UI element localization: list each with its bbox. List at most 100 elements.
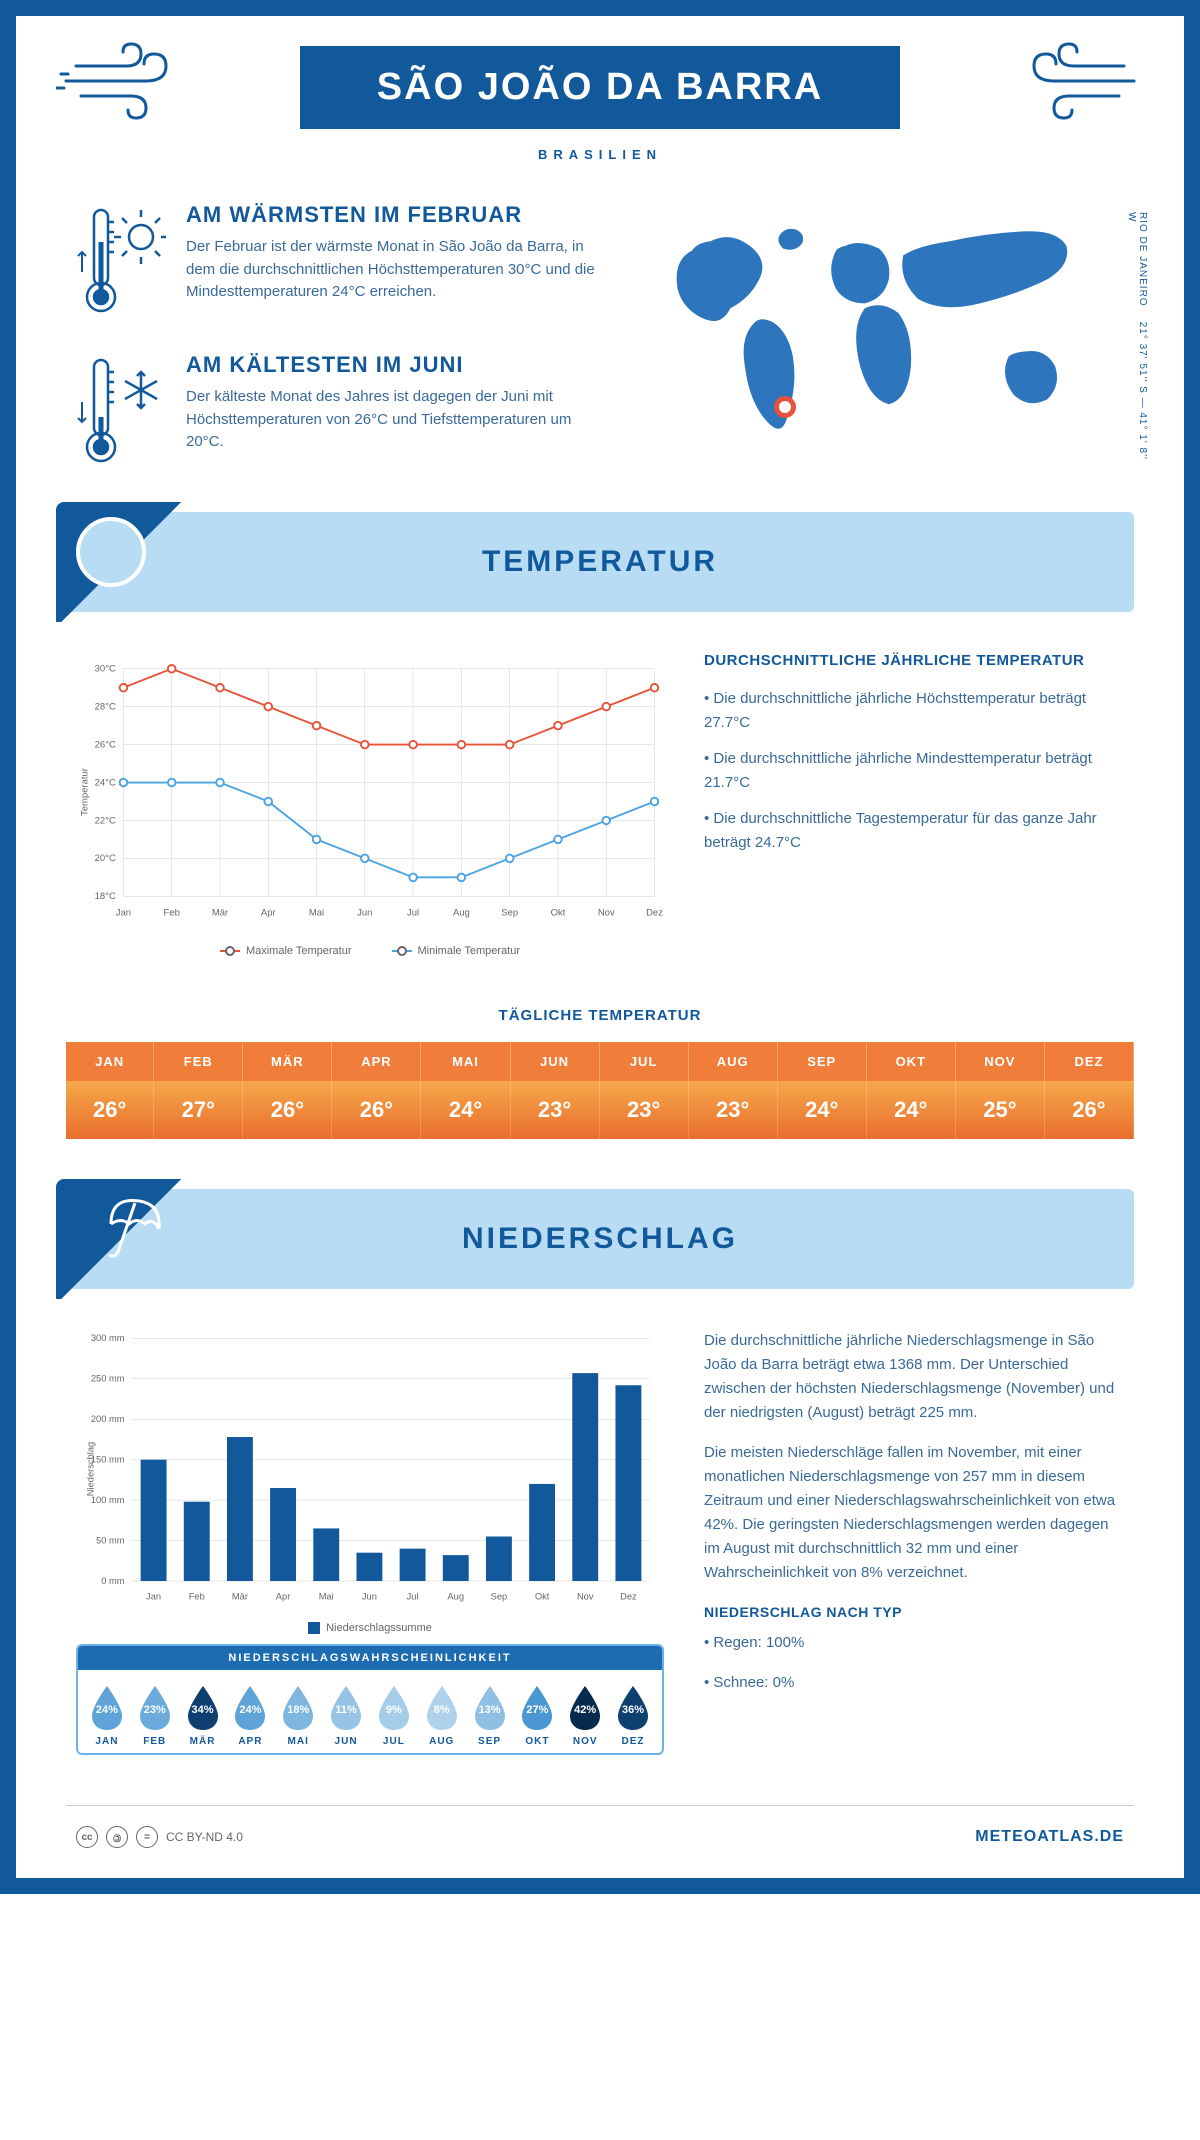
prob-cell: 24% APR [227,1684,273,1747]
raindrop-icon: 34% [184,1684,222,1732]
avg-temp-title: DURCHSCHNITTLICHE JÄHRLICHE TEMPERATUR [704,652,1124,669]
daily-value: 24° [421,1081,510,1139]
svg-text:0 mm: 0 mm [101,1576,125,1586]
prob-cell: 36% DEZ [610,1684,656,1747]
coldest-title: AM KÄLTESTEN IM JUNI [186,352,604,378]
precip-p1: Die durchschnittliche jährliche Niedersc… [704,1329,1124,1425]
raindrop-icon: 11% [327,1684,365,1732]
precip-type-title: NIEDERSCHLAG NACH TYP [704,1601,1124,1623]
avg-min: • Die durchschnittliche jährliche Mindes… [704,747,1124,795]
footer: cc 🄯 = CC BY-ND 4.0 METEOATLAS.DE [66,1805,1134,1878]
prob-cell: 42% NOV [562,1684,608,1747]
license: cc 🄯 = CC BY-ND 4.0 [76,1826,243,1848]
svg-text:Mär: Mär [232,1592,248,1602]
probability-title: NIEDERSCHLAGSWAHRSCHEINLICHKEIT [78,1646,662,1670]
raindrop-icon: 42% [566,1684,604,1732]
daily-month: AUG [688,1042,777,1081]
precip-rain: • Regen: 100% [704,1631,1124,1655]
probability-box: NIEDERSCHLAGSWAHRSCHEINLICHKEIT 24% JAN … [76,1644,664,1755]
svg-text:Mai: Mai [309,907,324,918]
prob-cell: 27% OKT [514,1684,560,1747]
daily-value: 27° [154,1081,243,1139]
precip-p2: Die meisten Niederschläge fallen im Nove… [704,1441,1124,1585]
precipitation-banner: NIEDERSCHLAG [66,1189,1134,1289]
temperature-title: TEMPERATUR [482,545,718,579]
svg-text:Sep: Sep [501,907,518,918]
svg-text:26°C: 26°C [95,739,116,750]
precip-legend: Niederschlagssumme [76,1622,664,1634]
temperature-summary: DURCHSCHNITTLICHE JÄHRLICHE TEMPERATUR •… [704,652,1124,957]
temp-legend: Maximale Temperatur Minimale Temperatur [76,945,664,957]
svg-text:Niederschlag: Niederschlag [86,1442,96,1496]
svg-text:Feb: Feb [164,907,180,918]
svg-text:24°C: 24°C [95,777,116,788]
precipitation-summary: Die durchschnittliche jährliche Niedersc… [704,1329,1124,1755]
raindrop-icon: 36% [614,1684,652,1732]
raindrop-icon: 24% [88,1684,126,1732]
svg-text:Apr: Apr [276,1592,291,1602]
coldest-text: Der kälteste Monat des Jahres ist dagege… [186,386,604,454]
intro-section: AM WÄRMSTEN IM FEBRUAR Der Februar ist d… [16,192,1184,512]
warmest-block: AM WÄRMSTEN IM FEBRUAR Der Februar ist d… [76,202,604,322]
svg-text:Dez: Dez [620,1592,637,1602]
prob-cell: 34% MÄR [180,1684,226,1747]
title-banner: SÃO JOÃO DA BARRA [300,46,900,129]
svg-text:Sep: Sep [491,1592,508,1602]
raindrop-icon: 27% [518,1684,556,1732]
raindrop-icon: 13% [471,1684,509,1732]
sun-icon [56,502,186,622]
warmest-title: AM WÄRMSTEN IM FEBRUAR [186,202,604,228]
daily-value: 24° [777,1081,866,1139]
precip-snow: • Schnee: 0% [704,1671,1124,1695]
svg-text:18°C: 18°C [95,891,116,902]
header: SÃO JOÃO DA BARRA [16,16,1184,129]
daily-value: 23° [599,1081,688,1139]
nd-icon: = [136,1826,158,1848]
svg-text:20°C: 20°C [95,853,116,864]
coldest-block: AM KÄLTESTEN IM JUNI Der kälteste Monat … [76,352,604,472]
svg-text:Nov: Nov [577,1592,594,1602]
daily-value: 25° [955,1081,1044,1139]
daily-month: OKT [866,1042,955,1081]
precipitation-title: NIEDERSCHLAG [462,1222,738,1256]
coordinates-label: RIO DE JANEIRO 21° 37' 51'' S — 41° 1' 8… [1126,212,1148,472]
svg-text:Aug: Aug [453,907,470,918]
city-title: SÃO JOÃO DA BARRA [360,66,840,109]
location-marker-icon [774,396,796,418]
world-map-container: RIO DE JANEIRO 21° 37' 51'' S — 41° 1' 8… [644,202,1124,472]
daily-month: JUL [599,1042,688,1081]
svg-text:Aug: Aug [447,1592,464,1602]
svg-text:50 mm: 50 mm [96,1535,125,1545]
svg-text:200 mm: 200 mm [91,1414,125,1424]
daily-value: 24° [866,1081,955,1139]
temperature-chart: 18°C20°C22°C24°C26°C28°C30°CJanFebMärApr… [76,652,664,957]
world-map-icon [644,207,1124,467]
prob-cell: 9% JUL [371,1684,417,1747]
svg-text:Mär: Mär [212,907,228,918]
daily-value: 23° [510,1081,599,1139]
svg-text:Apr: Apr [261,907,276,918]
wind-icon-right [1004,36,1144,126]
svg-text:Nov: Nov [598,907,615,918]
svg-text:Okt: Okt [551,907,566,918]
license-text: CC BY-ND 4.0 [166,1830,243,1844]
by-icon: 🄯 [106,1826,128,1848]
raindrop-icon: 24% [231,1684,269,1732]
raindrop-icon: 18% [279,1684,317,1732]
daily-month: JUN [510,1042,599,1081]
svg-text:Jul: Jul [407,907,419,918]
thermometer-snow-icon [76,352,166,472]
avg-max: • Die durchschnittliche jährliche Höchst… [704,687,1124,735]
svg-text:300 mm: 300 mm [91,1333,125,1343]
daily-month: APR [332,1042,421,1081]
prob-cell: 23% FEB [132,1684,178,1747]
daily-value: 26° [243,1081,332,1139]
daily-month: DEZ [1044,1042,1133,1081]
warmest-text: Der Februar ist der wärmste Monat in São… [186,236,604,304]
svg-text:Okt: Okt [535,1592,550,1602]
site-name: METEOATLAS.DE [975,1828,1124,1846]
prob-cell: 8% AUG [419,1684,465,1747]
country-subtitle: BRASILIEN [16,147,1184,162]
svg-text:Jun: Jun [357,907,372,918]
svg-text:250 mm: 250 mm [91,1374,125,1384]
